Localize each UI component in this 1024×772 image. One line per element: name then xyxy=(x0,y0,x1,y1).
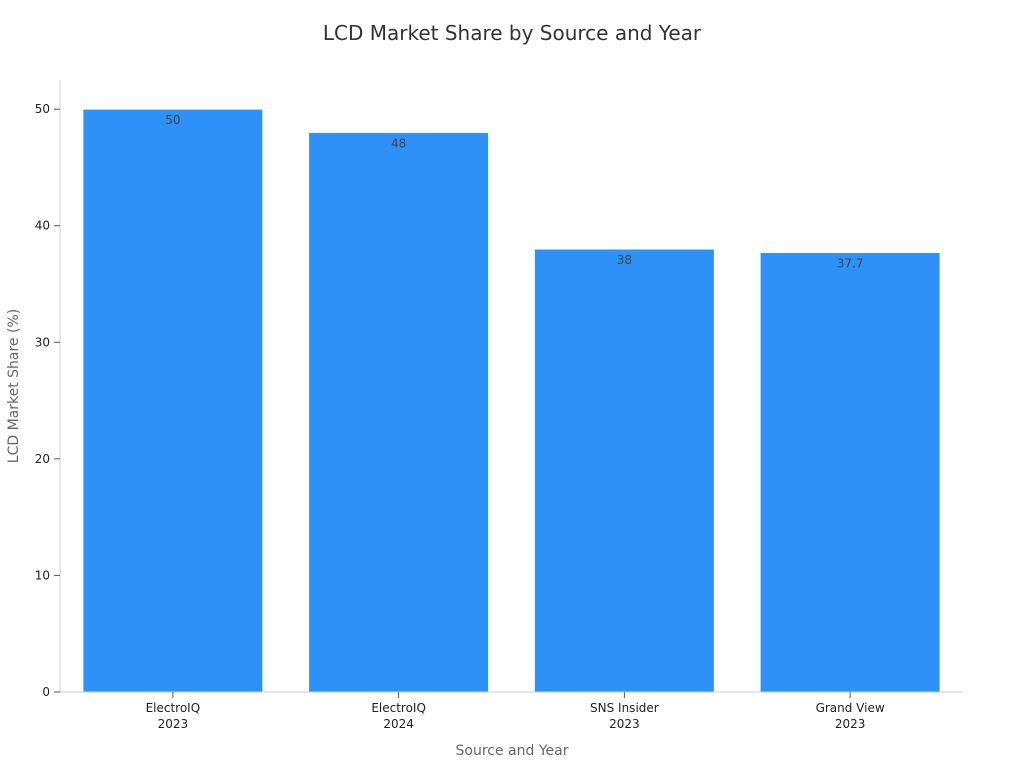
x-tick-label: ElectroIQ xyxy=(146,701,201,715)
bar xyxy=(82,108,264,693)
chart-title: LCD Market Share by Source and Year xyxy=(323,21,702,45)
y-axis-label: LCD Market Share (%) xyxy=(6,309,22,463)
y-tick-label: 20 xyxy=(35,452,50,466)
axes-layer: 0 10 20 30 40 50 ElectroIQ 2023 ElectroIQ 2024 SNS… xyxy=(35,80,963,731)
bars-layer xyxy=(82,108,941,693)
x-axis-label: Source and Year xyxy=(456,743,569,759)
x-tick-label: 2023 xyxy=(609,717,640,731)
y-tick-label: 0 xyxy=(42,685,50,699)
y-tick-label: 50 xyxy=(35,102,50,116)
data-label: 37.7 xyxy=(837,257,864,271)
bar xyxy=(308,131,490,693)
data-labels-layer: 50 48 38 37.7 xyxy=(165,113,863,270)
x-tick-label: 2024 xyxy=(383,717,414,731)
data-label: 38 xyxy=(617,253,632,267)
y-tick-label: 30 xyxy=(35,335,50,349)
y-tick-label: 40 xyxy=(35,219,50,233)
x-tick-label: ElectroIQ xyxy=(371,701,426,715)
y-tick-label: 10 xyxy=(35,568,50,582)
x-tick-label: SNS Insider xyxy=(590,701,659,715)
bar xyxy=(533,248,715,693)
bar xyxy=(759,252,941,693)
data-label: 50 xyxy=(165,113,180,127)
x-tick-label: 2023 xyxy=(158,717,189,731)
data-label: 48 xyxy=(391,136,406,150)
x-tick-label: Grand View xyxy=(816,701,885,715)
x-tick-label: 2023 xyxy=(835,717,866,731)
